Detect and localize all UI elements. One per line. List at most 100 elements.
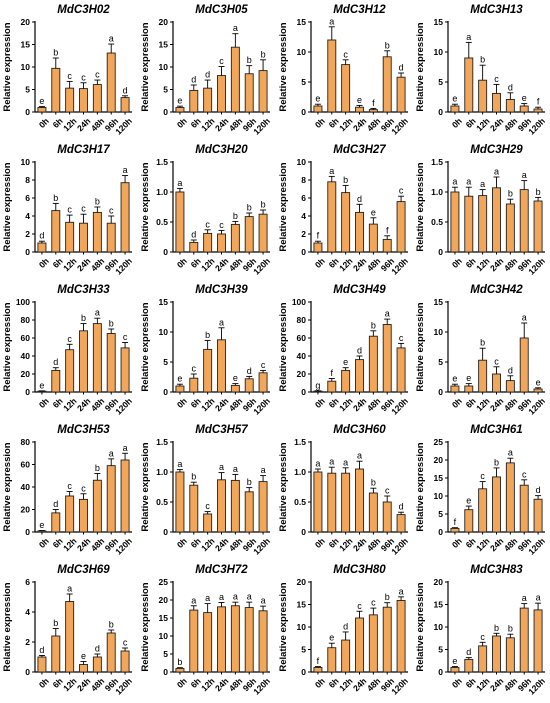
y-axis-label: Relative expression	[140, 162, 151, 251]
significance-letter: e	[522, 93, 527, 103]
significance-letter: a	[219, 317, 224, 327]
significance-letter: c	[109, 206, 114, 216]
significance-letter: b	[480, 338, 485, 348]
y-axis-label: Relative expression	[415, 582, 426, 671]
bar	[505, 637, 515, 673]
significance-letter: e	[39, 380, 44, 390]
significance-letter: c	[371, 598, 376, 608]
bar	[37, 530, 47, 533]
significance-letter: e	[452, 94, 457, 104]
bar	[65, 601, 75, 673]
bar	[120, 97, 130, 113]
x-tick-label: 0h	[450, 256, 464, 270]
y-tick-label: 1.0	[431, 187, 443, 197]
significance-letter: d	[508, 82, 513, 92]
bar	[244, 216, 254, 253]
y-tick-label: 0	[438, 247, 443, 257]
x-tick-label: 120h	[113, 256, 134, 277]
bar	[505, 380, 515, 393]
y-axis-label: Relative expression	[278, 442, 289, 531]
bar	[51, 67, 61, 113]
significance-letter: c	[205, 501, 210, 511]
y-tick-label: 40	[21, 482, 31, 492]
bar	[217, 233, 226, 253]
y-tick-label: 20	[21, 17, 31, 27]
significance-letter: a	[399, 586, 404, 596]
significance-letter: a	[522, 593, 527, 603]
significance-letter: b	[53, 618, 58, 628]
bar	[258, 481, 268, 533]
y-axis-label: Relative expression	[415, 162, 426, 251]
significance-letter: c	[480, 632, 485, 642]
bar	[120, 347, 130, 393]
y-tick-label: 6	[25, 193, 30, 203]
significance-letter: e	[343, 357, 348, 367]
bar	[65, 221, 75, 253]
x-tick-label: 120h	[389, 676, 410, 697]
y-axis-label: Relative expression	[140, 302, 151, 391]
x-tick-label: 0h	[175, 536, 189, 550]
y-tick-label: 0	[301, 527, 306, 537]
significance-letter: a	[67, 584, 72, 594]
y-tick-label: 80	[297, 315, 307, 325]
bar	[175, 471, 185, 533]
significance-letter: b	[191, 472, 196, 482]
bar	[396, 201, 406, 253]
x-tick-label: 120h	[251, 676, 272, 697]
x-tick-label: 0h	[313, 116, 327, 130]
significance-letter: a	[233, 464, 238, 474]
y-tick-label: 0	[301, 107, 306, 117]
bar	[533, 388, 543, 393]
chart-panel: MdC3H72 Relative expression 0 5 10 15 20 25 b 0h a…	[140, 564, 272, 697]
x-tick-label: 120h	[251, 116, 272, 137]
bar	[382, 606, 392, 673]
bar	[355, 617, 364, 673]
bar	[382, 324, 392, 393]
significance-letter: a	[466, 177, 471, 187]
significance-letter: f	[386, 225, 389, 235]
bar	[65, 87, 75, 113]
x-tick-label: 0h	[37, 536, 51, 550]
x-tick-label: 0h	[313, 396, 327, 410]
y-axis-label: Relative expression	[278, 162, 289, 251]
significance-letter: e	[452, 374, 457, 384]
significance-letter: a	[261, 465, 266, 475]
chart-title: MdC3H57	[195, 424, 248, 436]
y-tick-label: 60	[297, 333, 307, 343]
significance-letter: b	[385, 40, 390, 50]
bar	[217, 479, 226, 533]
y-tick-label: 5	[25, 85, 30, 95]
y-tick-label: 20	[159, 17, 169, 27]
y-tick-label: 20	[434, 577, 444, 587]
bar	[368, 109, 378, 113]
y-tick-label: 0.5	[431, 217, 443, 227]
y-tick-label: 20	[297, 577, 307, 587]
x-tick-label: 0h	[175, 676, 189, 690]
bar	[203, 348, 213, 393]
y-tick-label: 5	[438, 645, 443, 655]
bar	[37, 242, 47, 253]
significance-letter: a	[261, 596, 266, 606]
y-tick-label: 4	[301, 211, 306, 221]
significance-letter: c	[399, 333, 404, 343]
chart-title: MdC3H12	[333, 4, 386, 16]
significance-letter: a	[522, 313, 527, 323]
significance-letter: b	[480, 55, 485, 65]
x-tick-label: 120h	[113, 116, 134, 137]
y-tick-label: 20	[21, 505, 31, 515]
significance-letter: a	[480, 179, 485, 189]
bar	[106, 52, 116, 113]
y-tick-label: 1.0	[294, 467, 306, 477]
bar	[244, 607, 254, 673]
bar	[313, 242, 323, 253]
bar	[51, 210, 61, 253]
significance-letter: d	[399, 502, 404, 512]
y-tick-label: 5	[301, 645, 306, 655]
significance-letter: d	[357, 346, 362, 356]
significance-letter: c	[67, 71, 72, 81]
significance-letter: a	[385, 309, 390, 319]
x-tick-label: 120h	[251, 256, 272, 277]
bar	[92, 323, 102, 393]
y-tick-label: 0	[163, 247, 168, 257]
